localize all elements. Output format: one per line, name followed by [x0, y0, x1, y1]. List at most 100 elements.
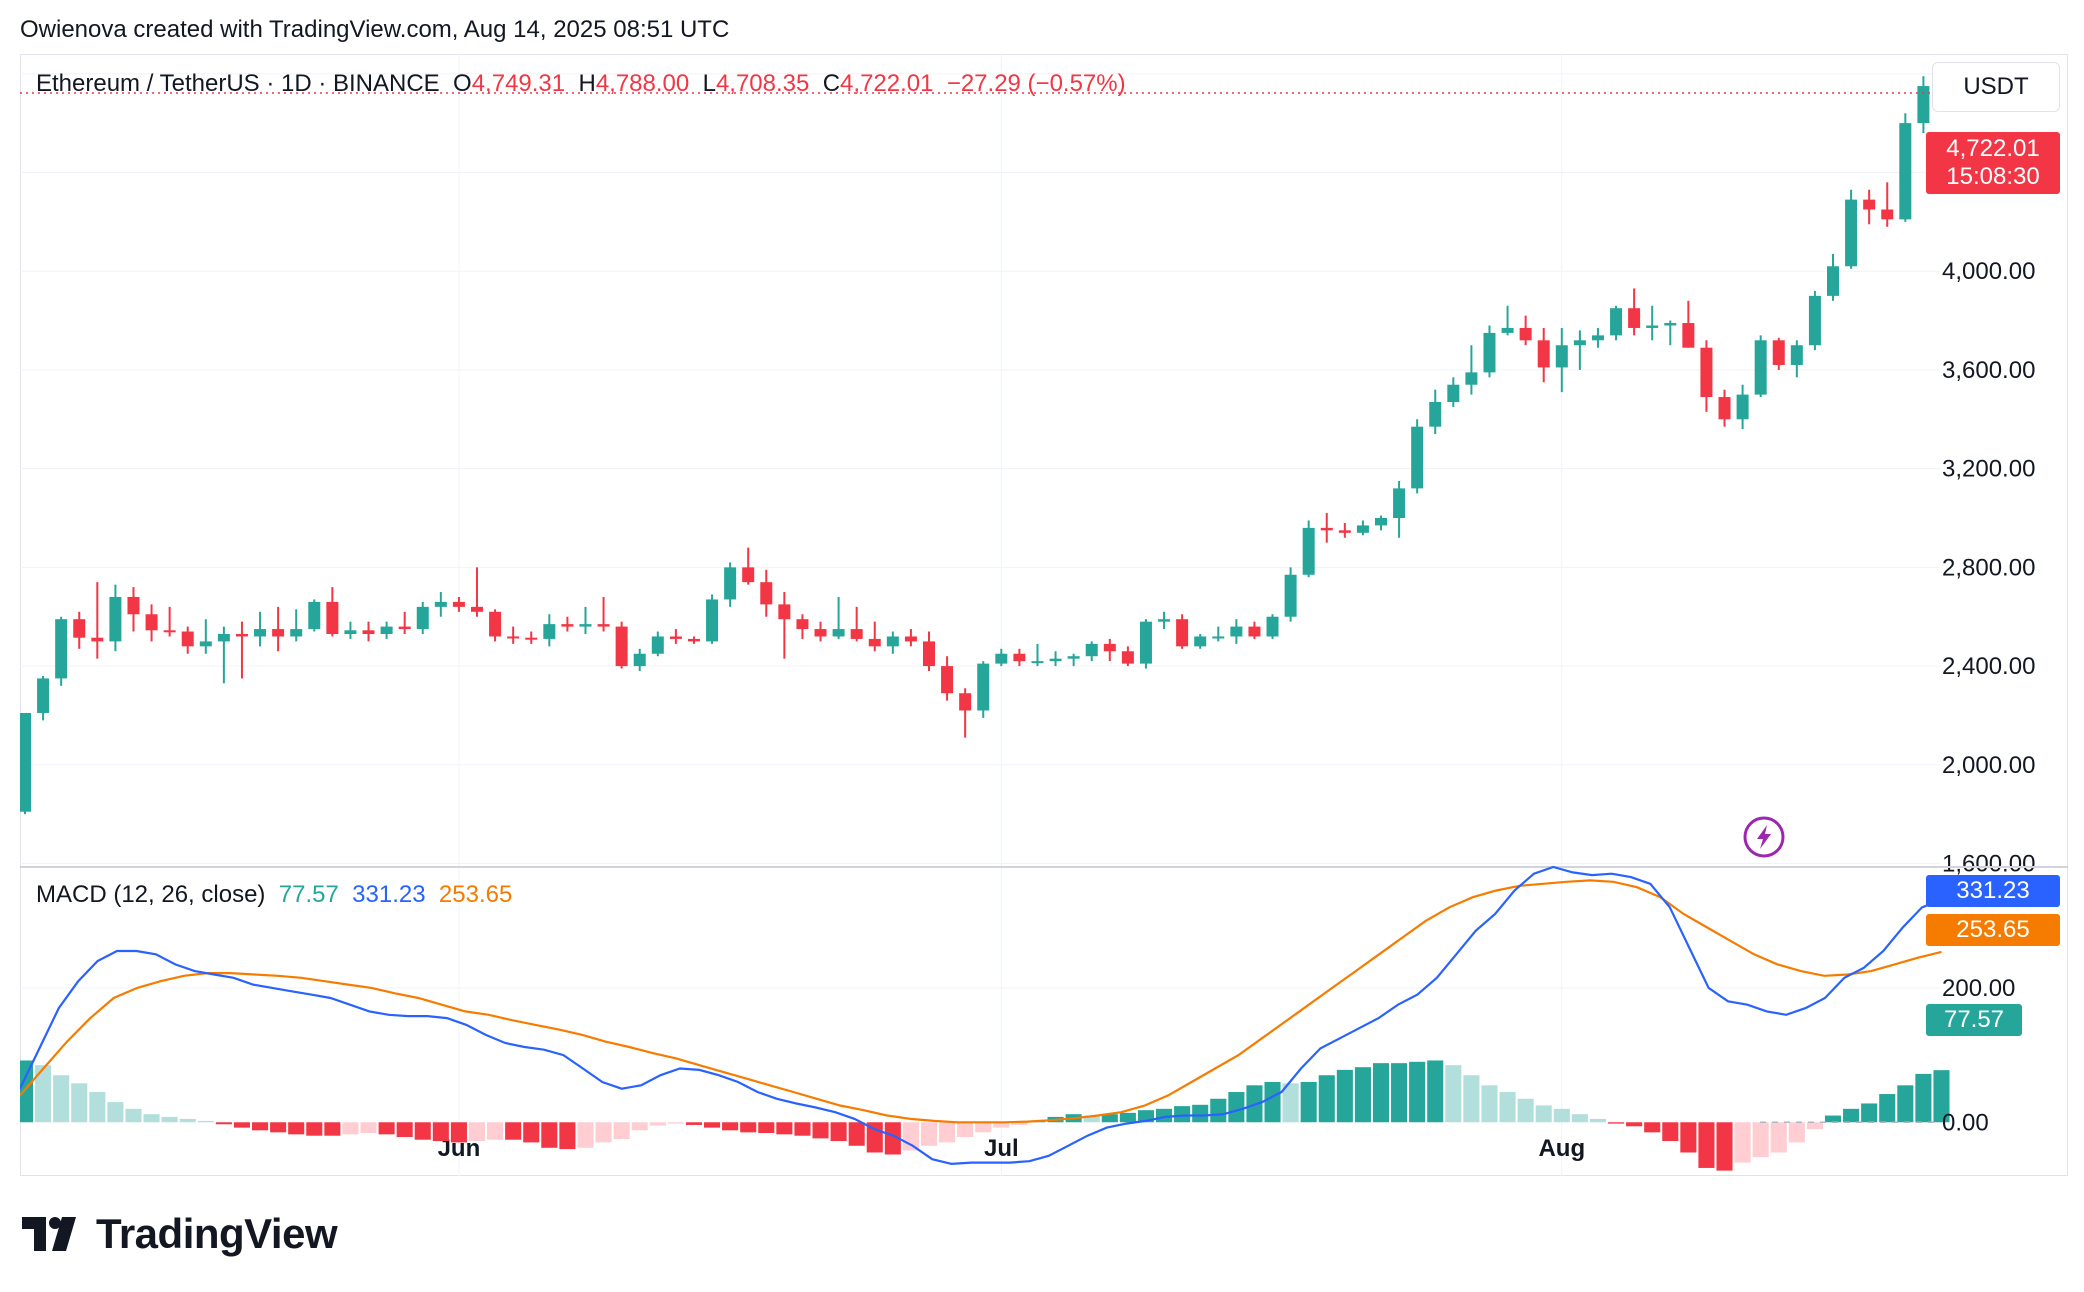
macd-histogram-bar	[541, 1122, 558, 1148]
time-tick-label: Jul	[984, 1135, 1019, 1162]
candle-body	[489, 611, 502, 637]
candle-body	[1519, 327, 1532, 341]
candle-body	[561, 624, 574, 627]
macd-histogram-bar	[179, 1118, 196, 1123]
candle	[471, 567, 483, 617]
macd-histogram-bar	[1879, 1094, 1896, 1123]
candle	[308, 599, 321, 632]
candle	[886, 631, 899, 654]
macd-legend[interactable]: MACD (12, 26, close) 77.57 331.23 253.65	[36, 881, 512, 909]
candle-body	[778, 604, 791, 620]
open-label: O	[453, 70, 472, 97]
macd-line-value: 331.23	[352, 881, 426, 908]
candle	[1284, 567, 1297, 622]
candle	[1917, 76, 1930, 133]
candle	[1573, 330, 1586, 370]
candle	[254, 611, 267, 647]
macd-histogram-bar	[1933, 1070, 1950, 1123]
macd-histogram-bar	[197, 1120, 214, 1123]
candle	[1176, 614, 1189, 649]
candle-body	[1447, 384, 1460, 402]
macd-histogram-bar	[252, 1122, 269, 1131]
macd-histogram-bar	[432, 1122, 449, 1142]
macd-histogram-bar	[306, 1122, 323, 1136]
candle-body	[1429, 402, 1442, 427]
candle	[73, 611, 86, 649]
candle	[55, 616, 68, 686]
candle-body	[1031, 661, 1044, 664]
grid-layer	[20, 54, 1940, 1176]
candle	[1356, 520, 1369, 536]
candle	[1067, 653, 1080, 667]
macd-histogram-bar	[722, 1122, 739, 1131]
candle-body	[73, 619, 86, 638]
candle-body	[1212, 636, 1225, 639]
candle	[796, 614, 809, 639]
candle	[615, 621, 628, 669]
macd-histogram-bar	[215, 1122, 232, 1125]
candle-body	[434, 601, 447, 607]
candle	[452, 596, 465, 612]
candle-body	[651, 636, 664, 654]
candle-body	[1917, 86, 1930, 124]
candle-body	[1790, 345, 1803, 365]
candle-body	[1863, 199, 1876, 210]
symbol-legend[interactable]: Ethereum / TetherUS · 1D · BINANCE O4,74…	[36, 70, 1126, 98]
candle	[525, 631, 538, 644]
currency-selector[interactable]: USDT	[1932, 62, 2060, 112]
candle-body	[1411, 426, 1424, 489]
macd-histogram-bar	[667, 1122, 684, 1124]
macd-histogram-bar	[1535, 1105, 1552, 1123]
candle	[1013, 648, 1026, 667]
macd-histogram-bar	[740, 1122, 757, 1133]
macd-histogram-bar	[1806, 1122, 1823, 1129]
candle	[760, 569, 773, 617]
candle-body	[507, 636, 520, 639]
candle	[959, 688, 972, 738]
macd-histogram-bar	[1300, 1081, 1317, 1123]
candle-body	[868, 638, 881, 647]
candle-body	[1356, 525, 1369, 533]
candle	[1230, 619, 1243, 644]
candle-body	[959, 693, 972, 711]
candle-body	[199, 641, 212, 647]
candle-body	[633, 653, 646, 667]
close-value: 4,722.01	[840, 70, 934, 97]
candle-body	[1266, 616, 1279, 637]
candle	[995, 648, 1008, 667]
macd-histogram-bar	[920, 1122, 938, 1146]
macd-histogram-bar	[1499, 1092, 1516, 1123]
macd-histogram-bar	[1445, 1065, 1462, 1123]
candle-body	[1881, 209, 1894, 220]
macd-histogram-bar	[884, 1122, 901, 1155]
candle-body	[471, 606, 483, 612]
macd-histogram-bar	[1843, 1108, 1860, 1123]
candle	[904, 629, 917, 647]
candle-body	[416, 606, 429, 630]
alert-lightning-icon[interactable]	[1743, 816, 1785, 858]
chart-frame	[20, 54, 2068, 1176]
candle-body	[1320, 527, 1333, 531]
candle-body	[1591, 335, 1604, 341]
macd-histogram-bar	[1463, 1075, 1480, 1123]
candle	[651, 631, 664, 657]
candle	[1501, 305, 1514, 336]
candle	[597, 596, 610, 632]
candle	[1899, 113, 1912, 222]
macd-histogram-bar	[270, 1122, 287, 1133]
macd-histogram-bar	[1644, 1122, 1661, 1133]
candle	[127, 587, 140, 632]
candle-body	[525, 637, 538, 640]
chart-canvas[interactable]: 1,600.00 2,000.00 2,400.00 2,800.00 3,200.00…	[20, 54, 2068, 1176]
candle	[742, 547, 755, 585]
candle	[20, 712, 31, 815]
candle-body	[1808, 295, 1821, 346]
low-label: L	[702, 70, 716, 97]
candle-body	[1158, 619, 1171, 622]
macd-histogram-bar	[758, 1122, 775, 1134]
tradingview-brand[interactable]: TradingView	[22, 1210, 338, 1258]
macd-histogram-bar	[414, 1122, 431, 1140]
macd-histogram-bar	[1788, 1122, 1805, 1143]
candle-body	[1646, 325, 1659, 328]
candle-body	[814, 629, 827, 637]
